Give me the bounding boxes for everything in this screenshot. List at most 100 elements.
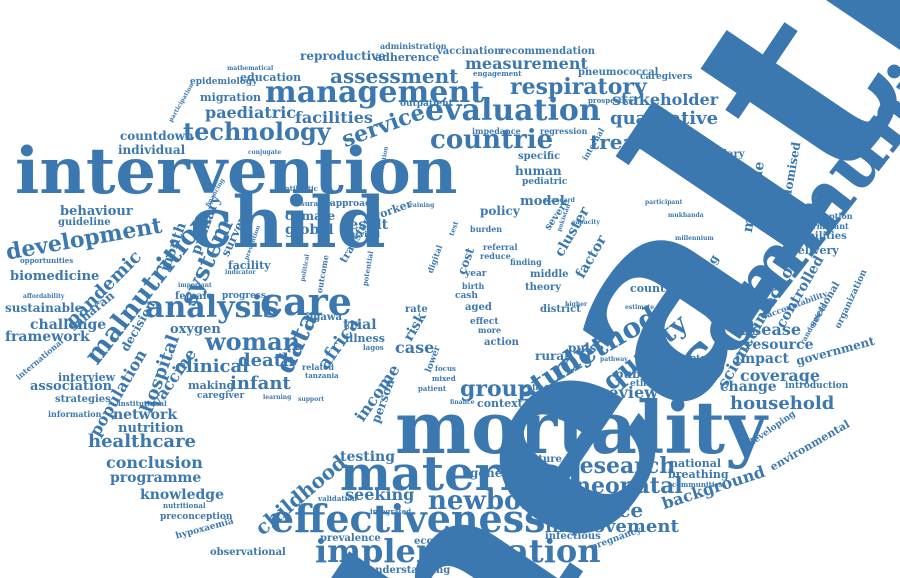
word-measurement: measurement: [465, 54, 588, 73]
word-result: result: [342, 217, 389, 233]
word-care: care: [260, 279, 352, 324]
word-studies: studies: [525, 394, 574, 408]
word-patient: patient: [418, 384, 447, 393]
word-affordability: affordability: [23, 293, 65, 300]
word-estimate: estimate: [625, 304, 655, 311]
word-engagement: engagement: [473, 69, 522, 78]
word-human: human: [515, 164, 562, 178]
word-effect: effect: [470, 317, 499, 327]
word-observational: observational: [210, 547, 286, 558]
word-sustainable: sustainable: [5, 301, 83, 315]
word-biomedicine: biomedicine: [10, 269, 100, 284]
word-public: public: [615, 367, 657, 381]
word-technology: technology: [183, 117, 331, 146]
word-making: making: [188, 379, 235, 392]
word-validation: validation: [318, 494, 358, 503]
word-outpatient: outpatient: [400, 99, 453, 109]
word-newborn: newborn: [428, 486, 554, 516]
word-general: general: [470, 466, 522, 480]
word-household: household: [730, 393, 835, 414]
word-global: global: [285, 222, 334, 238]
word-paediatric: paediatric: [205, 103, 297, 122]
word-mortality: mortality: [395, 385, 767, 470]
word-birth: birth: [462, 281, 485, 291]
word-finding: finding: [510, 257, 542, 267]
word-epidemiology: epidemiology: [190, 77, 258, 87]
word-support: support: [298, 396, 325, 403]
word-association: association: [30, 379, 113, 394]
word-framework: framework: [5, 329, 90, 345]
word-programme: programme: [110, 470, 202, 486]
word-pneumococcal: pneumococcal: [578, 67, 659, 78]
word-learning: learning: [263, 394, 292, 401]
word-intervention: intervention: [15, 134, 458, 209]
word-education: education: [240, 71, 302, 84]
word-test: test: [446, 219, 461, 238]
word-capacity: capacity: [572, 219, 600, 226]
word-district: district: [540, 304, 581, 315]
word-death: death: [238, 350, 296, 371]
word-network: network: [113, 407, 178, 423]
word-lagos: lagos: [363, 343, 384, 352]
word-symptom: symptom: [670, 354, 716, 364]
word-assessment: assessment: [330, 64, 459, 88]
word-knowledge: knowledge: [140, 487, 224, 503]
word-burden: burden: [470, 224, 503, 234]
word-case: case: [395, 338, 435, 357]
word-seeking: seeking: [345, 485, 415, 504]
word-pulse: pulse: [568, 341, 605, 355]
word-prospective: prospective: [588, 96, 634, 105]
word-testing: testing: [340, 449, 396, 465]
word-introduction: introduction: [785, 381, 849, 391]
word-approach: approach: [330, 199, 378, 209]
word-migration: migration: [200, 91, 262, 104]
word-disease: disease: [735, 320, 802, 339]
word-action: action: [484, 337, 519, 348]
word-treatment: treatment: [590, 130, 703, 154]
word-resource: resource: [745, 337, 814, 353]
word-caregiver: caregiver: [197, 391, 245, 401]
word-climate: climate: [285, 209, 336, 223]
word-middle: middle: [530, 269, 569, 280]
word-different: different: [688, 159, 742, 172]
word-child: child: [190, 181, 386, 264]
word-aged: aged: [465, 302, 492, 313]
word-theory: theory: [525, 282, 562, 293]
word-millennium: millennium: [675, 235, 714, 242]
word-maternal: maternal: [340, 446, 585, 502]
word-nutrition: nutrition: [118, 421, 184, 436]
word-change: change: [720, 379, 777, 395]
word-model: model: [520, 194, 565, 209]
word-strategies: strategies: [55, 394, 111, 405]
word-conclusion: conclusion: [106, 453, 203, 472]
word-review: review: [600, 383, 658, 402]
word-adherence: adherence: [375, 51, 440, 64]
word-secondary: secondary: [688, 149, 745, 160]
word-pathway: pathway: [600, 356, 628, 363]
word-training: training: [407, 202, 435, 209]
word-jigawa: jigawa: [306, 312, 342, 323]
word-determinant: determinant: [793, 221, 849, 231]
word-countdown: countdown: [120, 129, 194, 143]
word-recommendation: recommendation: [500, 46, 596, 57]
word-facility: facility: [228, 259, 271, 272]
word-respiratory: respiratory: [510, 74, 647, 100]
word-guideline: guideline: [58, 217, 111, 228]
word-digital: digital: [424, 243, 445, 275]
word-information: information: [48, 409, 102, 419]
word-mathematical: mathematical: [227, 65, 274, 72]
word-more: more: [478, 325, 502, 335]
word-participant: participant: [645, 199, 683, 206]
word-evaluation: evaluation: [425, 93, 601, 128]
word-ethiopia: ethiopia: [630, 379, 672, 389]
word-effectiveness: effectiveness: [270, 496, 546, 541]
word-higher: higher: [565, 301, 588, 308]
word-interview: interview: [58, 371, 116, 384]
word-individual: individual: [118, 143, 186, 157]
word-pediatric: pediatric: [522, 177, 568, 187]
word-finance: finance: [450, 399, 475, 406]
word-tanzania: tanzania: [305, 371, 339, 380]
word-rate: rate: [405, 304, 428, 315]
word-integrated: integrated: [370, 507, 412, 516]
